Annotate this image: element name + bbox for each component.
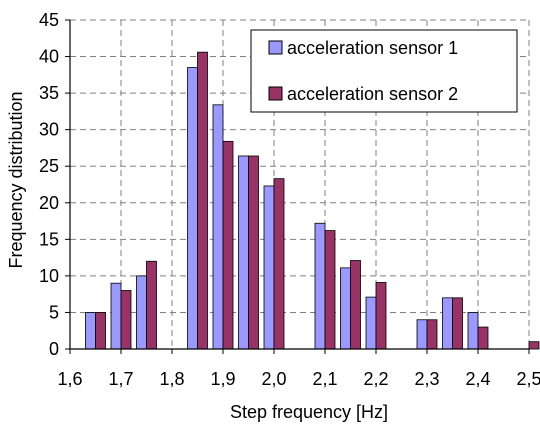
x-tick-label: 1,7 — [108, 369, 133, 389]
y-axis-title: Frequency distribution — [6, 91, 26, 268]
y-tick-label: 25 — [39, 156, 59, 176]
bar-series-1 — [136, 275, 147, 350]
y-tick-label: 30 — [39, 120, 59, 140]
bar-series-1 — [314, 222, 326, 350]
x-tick-label: 1,8 — [159, 369, 184, 389]
x-tick-label: 2,0 — [261, 369, 286, 389]
bar-series-2 — [452, 297, 463, 350]
legend-label-series-1: acceleration sensor 1 — [287, 38, 458, 58]
y-tick-label: 20 — [39, 193, 59, 213]
axes-layer — [65, 19, 530, 354]
bar-series-1 — [187, 67, 198, 350]
x-tick-label: 2,4 — [465, 369, 490, 389]
y-tick-label: 40 — [39, 47, 59, 67]
x-tick-label: 2,5 — [516, 369, 540, 389]
ticks-layer: 0 5 10 15 20 25 30 35 40 45 1,6 1,7 1,8 1,9 2,0 2,1 2,2 2… — [39, 10, 540, 389]
y-tick-label: 0 — [49, 339, 59, 359]
y-tick-label: 15 — [39, 229, 59, 249]
y-tick-label: 45 — [39, 10, 59, 30]
legend-box — [250, 29, 518, 113]
bar-series-2 — [120, 290, 132, 350]
bar-series-1 — [442, 297, 453, 350]
legend: acceleration sensor 1 acceleration senso… — [250, 29, 518, 113]
bar-series-2 — [426, 319, 438, 350]
bar-series-2 — [477, 326, 489, 350]
bar-series-1 — [365, 296, 377, 350]
bar-series-2 — [350, 260, 361, 350]
x-axis-title: Step frequency [Hz] — [230, 402, 388, 422]
bar-series-2 — [324, 230, 336, 350]
bar-series-2 — [146, 260, 157, 350]
bar-series-1 — [340, 267, 351, 350]
bar-series-1 — [110, 282, 122, 350]
y-tick-label: 10 — [39, 266, 59, 286]
y-tick-label: 5 — [49, 302, 59, 322]
legend-swatch-series-2 — [268, 86, 283, 101]
bar-series-1 — [467, 312, 479, 350]
bar-series-2 — [273, 178, 285, 350]
bar-series-2 — [528, 341, 540, 350]
x-tick-label: 2,2 — [363, 369, 388, 389]
x-tick-label: 2,1 — [312, 369, 337, 389]
x-tick-label: 1,6 — [57, 369, 82, 389]
x-tick-label: 1,9 — [210, 369, 235, 389]
x-tick-label: 2,3 — [414, 369, 439, 389]
bar-series-2 — [248, 155, 259, 350]
bar-series-2 — [222, 140, 234, 350]
bars-layer — [85, 51, 540, 350]
bar-series-1 — [263, 185, 275, 350]
bar-series-1 — [238, 155, 249, 350]
legend-label-series-2: acceleration sensor 2 — [287, 84, 458, 104]
bar-series-2 — [95, 312, 106, 350]
bar-series-2 — [375, 282, 387, 350]
bar-series-2 — [197, 51, 208, 350]
bar-series-1 — [85, 312, 96, 350]
legend-swatch-series-1 — [268, 40, 283, 55]
bar-series-1 — [416, 319, 428, 350]
y-tick-label: 35 — [39, 83, 59, 103]
bar-series-1 — [212, 104, 224, 350]
